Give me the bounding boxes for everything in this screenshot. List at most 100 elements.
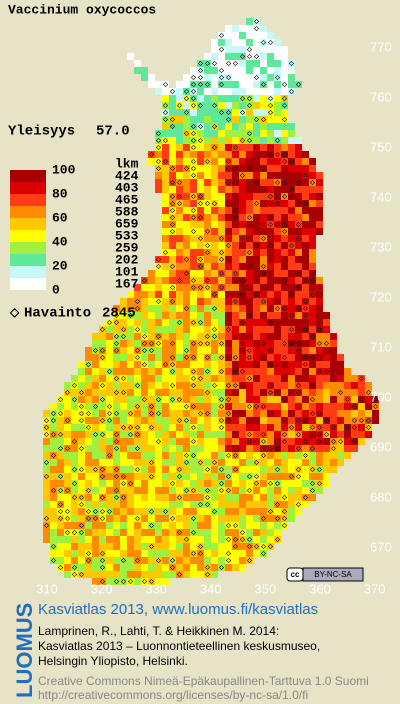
map-cell bbox=[148, 389, 155, 396]
map-cell bbox=[141, 312, 148, 319]
map-cell bbox=[358, 403, 365, 410]
map-cell bbox=[295, 312, 302, 319]
map-cell bbox=[204, 326, 211, 333]
map-cell bbox=[57, 557, 64, 564]
map-cell bbox=[141, 494, 148, 501]
map-cell bbox=[92, 368, 99, 375]
observation-marker bbox=[246, 375, 253, 382]
observation-marker bbox=[169, 354, 176, 361]
map-cell bbox=[169, 144, 176, 151]
map-cell bbox=[260, 396, 267, 403]
map-cell bbox=[239, 242, 246, 249]
map-cell bbox=[302, 466, 309, 473]
observation-marker bbox=[239, 109, 246, 116]
observation-marker bbox=[302, 305, 309, 312]
observation-marker bbox=[211, 60, 218, 67]
map-cell bbox=[232, 326, 239, 333]
map-cell bbox=[57, 501, 64, 508]
map-cell bbox=[148, 403, 155, 410]
map-cell bbox=[323, 361, 330, 368]
map-cell bbox=[120, 578, 127, 585]
map-cell bbox=[253, 116, 260, 123]
observation-marker bbox=[169, 263, 176, 270]
map-cell bbox=[288, 354, 295, 361]
map-cell bbox=[246, 256, 253, 263]
map-cell bbox=[295, 228, 302, 235]
map-cell bbox=[260, 417, 267, 424]
observation-marker bbox=[232, 333, 239, 340]
map-cell bbox=[267, 522, 274, 529]
observation-marker bbox=[134, 326, 141, 333]
observation-marker bbox=[113, 340, 120, 347]
map-cell bbox=[211, 347, 218, 354]
map-cell bbox=[274, 298, 281, 305]
luomus-logo: LUOMUS bbox=[12, 603, 34, 698]
observation-marker bbox=[232, 354, 239, 361]
observation-marker bbox=[309, 480, 316, 487]
map-cell bbox=[113, 375, 120, 382]
map-cell bbox=[204, 347, 211, 354]
map-cell bbox=[134, 340, 141, 347]
map-panel: Vaccinium oxycoccos Yleisyys 57.0 lkm 10… bbox=[8, 2, 392, 596]
observation-marker bbox=[169, 340, 176, 347]
map-cell bbox=[239, 508, 246, 515]
map-cell bbox=[288, 165, 295, 172]
map-cell bbox=[267, 298, 274, 305]
map-cell bbox=[141, 501, 148, 508]
map-cell bbox=[267, 151, 274, 158]
map-cell bbox=[267, 340, 274, 347]
observation-marker bbox=[197, 410, 204, 417]
map-cell bbox=[246, 81, 253, 88]
map-cell bbox=[260, 263, 267, 270]
map-cell bbox=[50, 543, 57, 550]
map-cell bbox=[288, 340, 295, 347]
map-cell bbox=[141, 361, 148, 368]
map-cell bbox=[141, 445, 148, 452]
map-cell bbox=[246, 508, 253, 515]
map-cell bbox=[281, 284, 288, 291]
map-cell bbox=[176, 326, 183, 333]
legend-swatch bbox=[10, 242, 46, 254]
map-cell bbox=[183, 396, 190, 403]
map-cell bbox=[99, 445, 106, 452]
map-cell bbox=[141, 396, 148, 403]
map-cell bbox=[246, 466, 253, 473]
map-cell bbox=[176, 137, 183, 144]
map-cell bbox=[169, 424, 176, 431]
map-cell bbox=[162, 270, 169, 277]
map-cell bbox=[260, 543, 267, 550]
map-cell bbox=[183, 340, 190, 347]
map-cell bbox=[267, 424, 274, 431]
map-cell bbox=[169, 249, 176, 256]
map-cell bbox=[134, 354, 141, 361]
observation-marker bbox=[302, 494, 309, 501]
map-cell bbox=[57, 522, 64, 529]
map-cell bbox=[127, 340, 134, 347]
map-cell bbox=[260, 102, 267, 109]
map-cell bbox=[232, 67, 239, 74]
map-cell bbox=[127, 354, 134, 361]
count-label: 659 bbox=[115, 216, 139, 231]
map-cell bbox=[141, 333, 148, 340]
map-cell bbox=[204, 438, 211, 445]
map-cell bbox=[344, 424, 351, 431]
map-cell bbox=[85, 347, 92, 354]
map-cell bbox=[148, 375, 155, 382]
map-cell bbox=[148, 326, 155, 333]
observation-marker bbox=[239, 340, 246, 347]
map-cell bbox=[246, 347, 253, 354]
map-cell bbox=[204, 298, 211, 305]
map-cell bbox=[134, 431, 141, 438]
map-cell bbox=[190, 179, 197, 186]
map-cell bbox=[92, 522, 99, 529]
map-cell bbox=[197, 256, 204, 263]
map-cell bbox=[92, 550, 99, 557]
map-cell bbox=[176, 361, 183, 368]
map-cell bbox=[281, 67, 288, 74]
observation-marker bbox=[260, 116, 267, 123]
observation-marker bbox=[232, 60, 239, 67]
map-cell bbox=[155, 480, 162, 487]
map-cell bbox=[176, 487, 183, 494]
map-cell bbox=[309, 207, 316, 214]
map-cell bbox=[50, 466, 57, 473]
